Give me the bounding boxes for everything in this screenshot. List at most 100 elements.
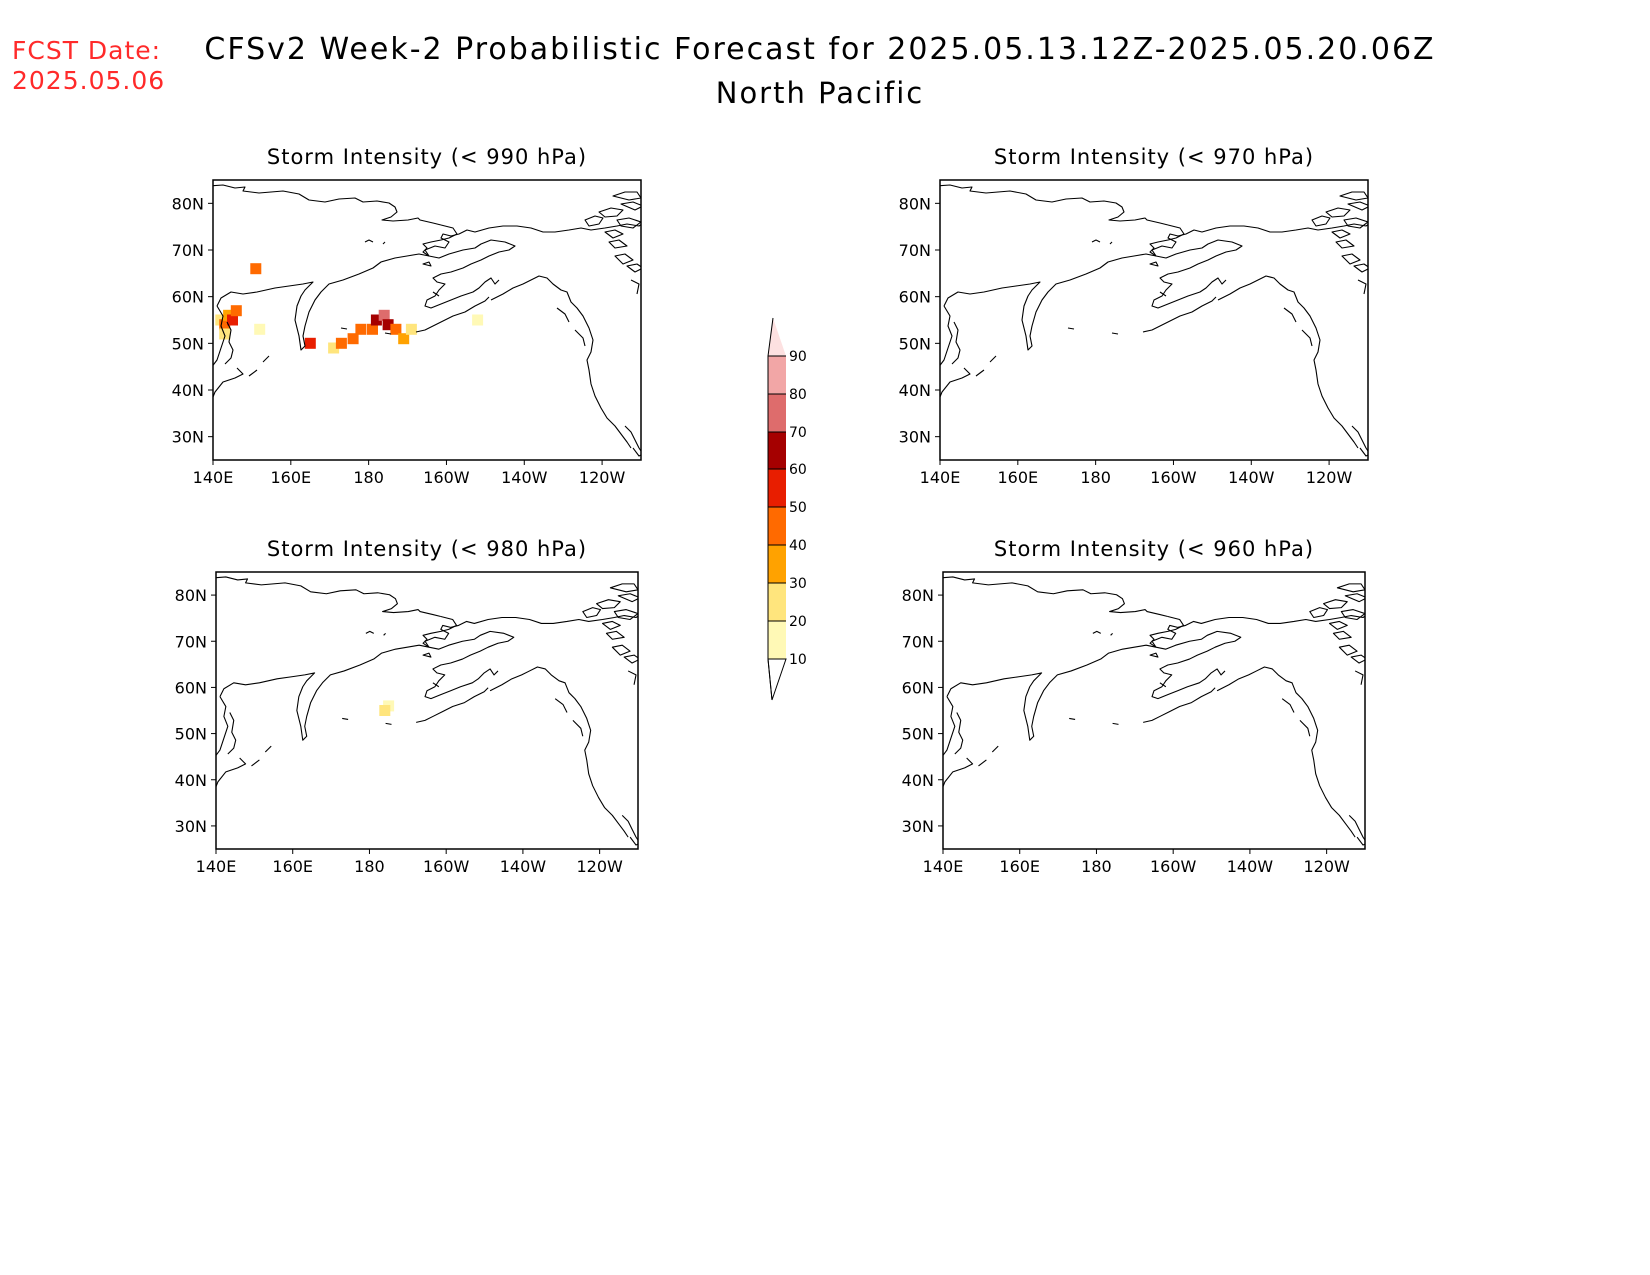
colorbar-segment <box>768 621 786 659</box>
map-panel-p960: Storm Intensity (< 960 hPa) 80N 70N 60N 50N 4… <box>902 537 1366 876</box>
heat-cell <box>378 309 390 321</box>
colorbar-tick-label: 50 <box>789 500 807 516</box>
panel-title: Storm Intensity (< 960 hPa) <box>994 537 1314 561</box>
heat-cell <box>405 323 417 335</box>
map-panel-p980: Storm Intensity (< 980 hPa) 80N 70N 60N 50N 4… <box>175 537 639 876</box>
heat-cell <box>304 337 316 349</box>
lat-tick-label: 60N <box>172 288 204 307</box>
lat-tick-label: 40N <box>175 771 207 790</box>
coastline <box>213 184 641 457</box>
lat-tick-label: 40N <box>902 771 934 790</box>
heat-cell <box>347 333 359 345</box>
lon-tick-label: 160E <box>997 468 1038 487</box>
lon-tick-label: 160W <box>423 857 470 876</box>
lon-tick-label: 180 <box>353 468 384 487</box>
heat-cell <box>328 342 340 354</box>
colorbar-tick-label: 70 <box>789 425 807 441</box>
lat-tick-label: 80N <box>902 586 934 605</box>
lat-tick-label: 70N <box>902 632 934 651</box>
lat-tick-label: 50N <box>899 334 931 353</box>
lat-tick-label: 80N <box>175 586 207 605</box>
lat-tick-label: 60N <box>902 678 934 697</box>
lon-tick-label: 160E <box>272 857 313 876</box>
map-frame <box>212 179 642 461</box>
heat-cell <box>335 337 347 349</box>
lon-tick-label: 160E <box>999 857 1040 876</box>
map-frame <box>939 179 1369 461</box>
colorbar-tick-label: 80 <box>789 387 807 403</box>
colorbar-segment <box>768 356 786 394</box>
forecast-date-block: FCST Date: 2025.05.06 <box>12 36 165 96</box>
lat-tick-label: 60N <box>899 288 931 307</box>
lon-tick-label: 160E <box>270 468 311 487</box>
coastline <box>943 576 1365 846</box>
heat-cell <box>382 319 394 331</box>
lon-tick-label: 140W <box>500 857 547 876</box>
lat-tick-label: 40N <box>172 381 204 400</box>
page-subtitle: North Pacific <box>715 76 925 110</box>
heat-cell <box>230 305 242 317</box>
colorbar-tick-label: 40 <box>789 538 807 554</box>
colorbar-segment <box>768 507 786 545</box>
forecast-date-value: 2025.05.06 <box>12 66 166 95</box>
colorbar-segment <box>768 583 786 621</box>
colorbar-segment <box>768 394 786 432</box>
lon-tick-label: 180 <box>354 857 385 876</box>
panel-title: Storm Intensity (< 970 hPa) <box>994 145 1314 169</box>
heat-cell <box>367 323 378 335</box>
coastline <box>216 576 638 846</box>
lon-tick-label: 180 <box>1081 857 1112 876</box>
lat-tick-label: 70N <box>175 632 207 651</box>
colorbar-tick-label: 20 <box>789 614 807 630</box>
lon-tick-label: 160W <box>1150 468 1197 487</box>
lon-tick-label: 180 <box>1080 468 1111 487</box>
heat-cell <box>250 263 262 275</box>
heat-cell <box>390 323 402 335</box>
lon-tick-label: 120W <box>1303 857 1350 876</box>
panel-title: Storm Intensity (< 990 hPa) <box>267 145 587 169</box>
heat-cell <box>219 319 231 331</box>
colorbar-tick-label: 30 <box>789 576 807 592</box>
colorbar-segment <box>768 545 786 583</box>
heat-cell <box>379 705 391 716</box>
colorbar-segment <box>768 432 786 469</box>
lat-tick-label: 70N <box>172 241 204 260</box>
coastline <box>940 184 1368 457</box>
lon-tick-label: 160W <box>1150 857 1197 876</box>
heat-cell <box>227 314 238 326</box>
map-frame <box>942 571 1366 850</box>
lat-tick-label: 30N <box>902 817 934 836</box>
lon-tick-label: 140W <box>1227 857 1274 876</box>
lon-tick-label: 140E <box>193 468 234 487</box>
heat-cell <box>370 314 382 326</box>
page-title: CFSv2 Week-2 Probabilistic Forecast for … <box>204 32 1436 67</box>
forecast-date-label: FCST Date: <box>12 36 162 65</box>
lat-tick-label: 50N <box>172 334 204 353</box>
lat-tick-label: 50N <box>175 725 207 744</box>
lat-tick-label: 30N <box>175 817 207 836</box>
colorbar-bottom-cap <box>767 658 787 701</box>
lon-tick-label: 160W <box>423 468 470 487</box>
lat-tick-label: 50N <box>902 725 934 744</box>
heat-cell <box>355 323 367 335</box>
colorbar: 10 20 30 40 50 60 70 80 90 <box>767 317 807 701</box>
heat-cell <box>254 323 266 335</box>
lat-tick-label: 30N <box>899 428 931 447</box>
lat-tick-label: 80N <box>899 194 931 213</box>
colorbar-top-cap <box>768 318 786 356</box>
heat-cell <box>472 314 484 326</box>
heat-cell <box>398 333 410 345</box>
lon-tick-label: 140E <box>923 857 964 876</box>
colorbar-tick-label: 60 <box>789 462 807 478</box>
colorbar-segment <box>768 469 786 507</box>
lon-tick-label: 120W <box>1306 468 1353 487</box>
lat-tick-label: 80N <box>172 194 204 213</box>
lat-tick-label: 40N <box>899 381 931 400</box>
lon-tick-label: 120W <box>576 857 623 876</box>
colorbar-tick-label: 10 <box>789 652 807 668</box>
map-panel-p970: Storm Intensity (< 970 hPa) 80N 70N 60N 50N 4… <box>899 145 1369 487</box>
lon-tick-label: 140W <box>1228 468 1275 487</box>
map-panel-p990: Storm Intensity (< 990 hPa) 80N 70N 60N 50N 4… <box>172 145 642 487</box>
lon-tick-label: 120W <box>579 468 626 487</box>
colorbar-tick-label: 90 <box>789 349 807 365</box>
